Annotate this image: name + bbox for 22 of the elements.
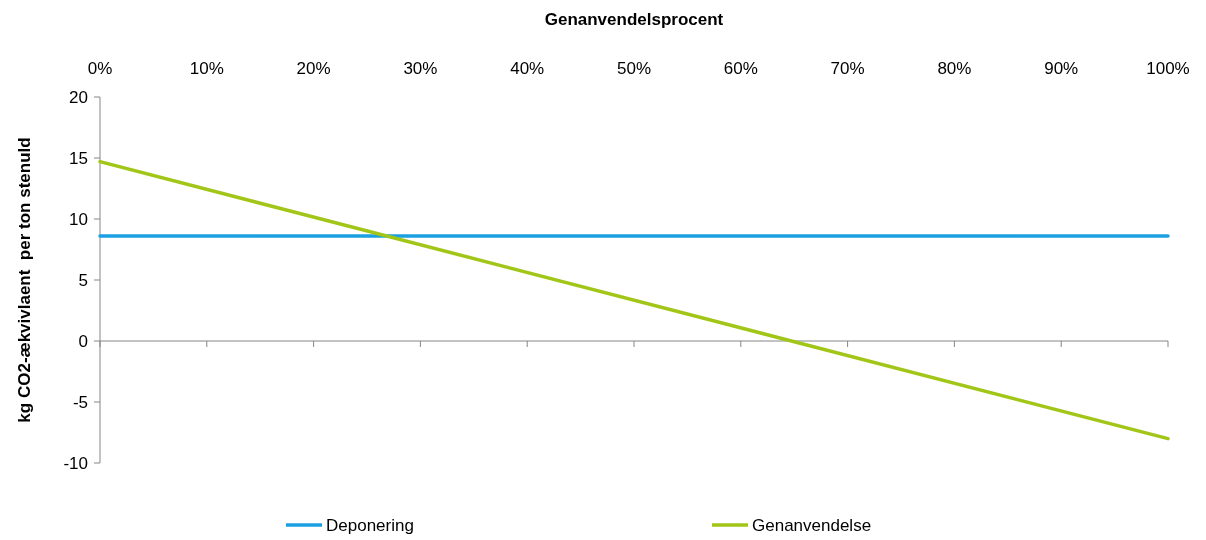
y-tick-label: -5 [72,392,88,412]
y-tick-label: 10 [69,209,88,229]
y-tick-label: 20 [69,87,88,107]
x-tick-label: 60% [723,59,758,78]
x-tick-label: 40% [510,59,545,78]
x-tick-label: 0% [87,59,113,78]
x-tick-label: 80% [937,59,972,78]
x-tick-label: 70% [830,59,865,78]
x-tick-label: 90% [1044,59,1079,78]
y-tick-label: -10 [63,453,88,473]
y-axis-title: kg CO2-ækvivlaent per ton stenuld [15,137,34,423]
x-tick-label: 30% [403,59,438,78]
x-tick-label: 100% [1146,59,1190,78]
x-tick-label: 50% [616,59,652,78]
x-tick-label: 10% [189,59,224,78]
x-axis-title: Genanvendelsprocent [544,10,724,29]
legend-label: Deponering [326,515,414,535]
y-tick-label: 5 [78,270,88,290]
x-tick-label: 20% [296,59,331,78]
legend-label: Genanvendelse [752,515,872,535]
y-tick-label: 15 [69,148,88,168]
y-tick-label: 0 [78,331,88,351]
